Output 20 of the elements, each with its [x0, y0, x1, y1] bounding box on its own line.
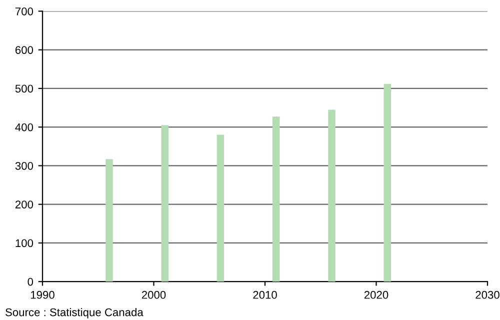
bar: [216, 134, 224, 282]
y-tick-label: 0: [28, 278, 34, 286]
y-tick-label: 600: [16, 46, 34, 54]
y-tick-label: 300: [15, 162, 34, 170]
bar: [161, 125, 168, 282]
bar: [272, 116, 280, 282]
y-tick-label: 700: [16, 7, 34, 16]
x-tick-label: 1990: [30, 290, 54, 299]
x-tick-label: 2010: [253, 290, 277, 299]
y-tick-label: 200: [15, 200, 34, 208]
y-tick-label: 400: [15, 123, 34, 132]
y-tick-label: 500: [15, 84, 34, 93]
bar: [328, 110, 336, 282]
source-note: Source : Statistique Canada: [6, 308, 144, 318]
x-tick-label: 2000: [142, 290, 166, 299]
bar: [106, 159, 113, 282]
bar: [384, 84, 391, 282]
y-tick-label: 100: [16, 239, 34, 248]
x-tick-label: 2030: [476, 290, 500, 299]
x-tick-label: 2020: [364, 290, 388, 299]
